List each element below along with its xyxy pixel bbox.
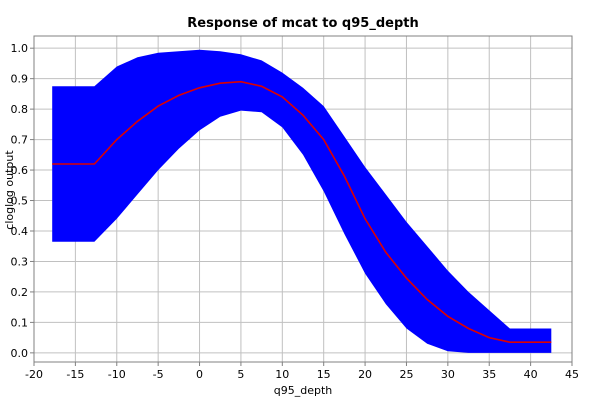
y-tick-label: 0.0 bbox=[11, 347, 29, 360]
x-tick-label: -10 bbox=[108, 368, 126, 381]
y-tick-label: 0.5 bbox=[11, 195, 29, 208]
x-tick-label: 40 bbox=[524, 368, 538, 381]
x-tick-label: 15 bbox=[317, 368, 331, 381]
x-tick-label: 5 bbox=[237, 368, 244, 381]
y-axis-label: cloglog output bbox=[3, 150, 16, 230]
x-tick-label: -15 bbox=[66, 368, 84, 381]
y-tick-label: 0.8 bbox=[11, 103, 29, 116]
x-tick-label: 25 bbox=[399, 368, 413, 381]
y-tick-label: 0.3 bbox=[11, 255, 29, 268]
x-tick-label: 10 bbox=[275, 368, 289, 381]
x-axis-label: q95_depth bbox=[274, 384, 333, 397]
x-tick-label: -20 bbox=[25, 368, 43, 381]
plot-area: -20 -15 -10 -5 0 5 10 15 20 25 30 35 40 45 0.0 0.1 0.2 0.… bbox=[11, 35, 579, 381]
x-tick-label: 35 bbox=[482, 368, 496, 381]
confidence-band bbox=[52, 49, 552, 353]
y-tick-label: 0.6 bbox=[11, 164, 29, 177]
y-tick-label: 0.7 bbox=[11, 134, 29, 147]
x-tick-label: 0 bbox=[196, 368, 203, 381]
mean-response-line bbox=[52, 80, 552, 343]
x-tick-label: 20 bbox=[358, 368, 372, 381]
y-tick-label: 0.1 bbox=[11, 316, 29, 329]
y-tick-label: 0.9 bbox=[11, 73, 29, 86]
x-tick-label: -5 bbox=[153, 368, 164, 381]
x-tick-label: 45 bbox=[565, 368, 579, 381]
plot-frame bbox=[33, 35, 573, 363]
y-tick-label: 0.4 bbox=[11, 225, 29, 238]
y-tick-label: 1.0 bbox=[11, 42, 29, 55]
y-tick-label: 0.2 bbox=[11, 286, 29, 299]
x-tick-label: 30 bbox=[441, 368, 455, 381]
chart-title: Response of mcat to q95_depth bbox=[187, 16, 418, 31]
